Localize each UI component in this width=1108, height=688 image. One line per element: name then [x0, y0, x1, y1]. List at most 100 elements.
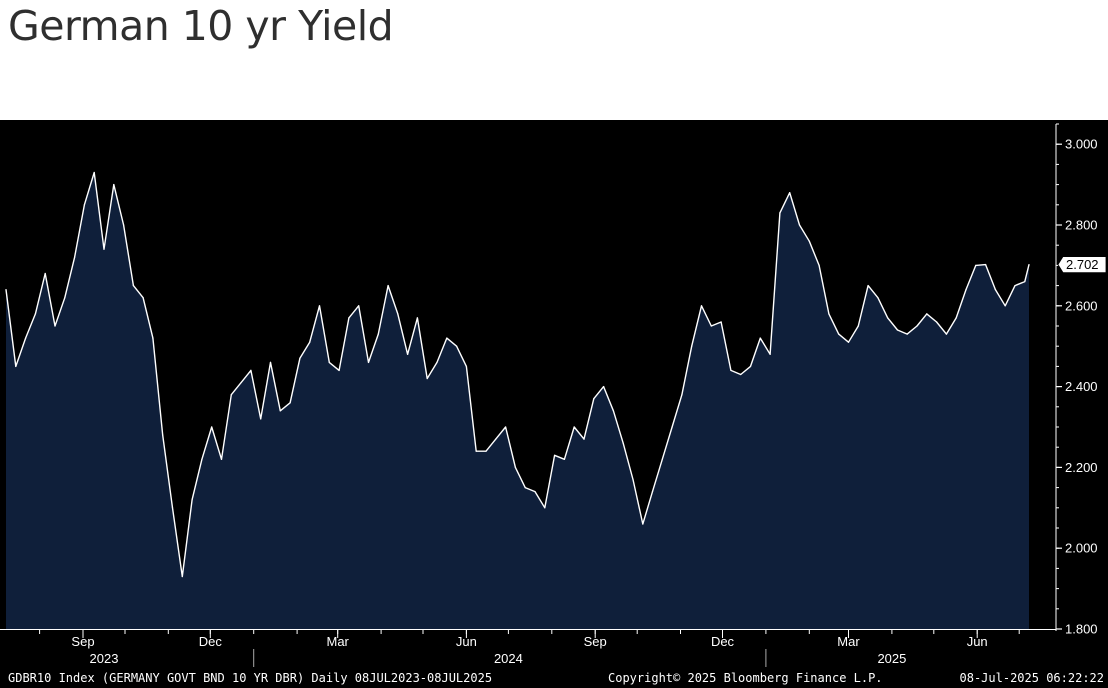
x-month-label: Jun: [967, 634, 988, 649]
data-point: [710, 325, 712, 327]
data-point: [847, 341, 850, 343]
data-point: [691, 345, 693, 347]
data-point: [348, 317, 350, 319]
data-point: [887, 317, 889, 319]
data-point: [554, 454, 556, 456]
yield-chart: 3.000 2.800 2.600 2.400 2.200 2.000 1.800 2.702…: [0, 120, 1108, 688]
data-point: [240, 382, 242, 384]
data-point: [142, 297, 144, 299]
data-point: [916, 325, 918, 327]
data-point: [965, 289, 967, 291]
data-point: [93, 171, 95, 174]
data-point: [220, 458, 223, 460]
data-point: [446, 337, 448, 339]
data-point: [808, 240, 810, 242]
data-point: [593, 398, 595, 400]
data-point: [485, 450, 487, 452]
data-point: [123, 224, 125, 226]
data-point: [975, 264, 977, 266]
data-point: [828, 313, 830, 315]
data-point: [505, 426, 507, 428]
data-point: [651, 491, 654, 493]
data-point: [230, 394, 232, 396]
data-point: [211, 426, 213, 428]
data-point: [181, 575, 183, 578]
series-area: [6, 172, 1029, 629]
data-point: [573, 426, 575, 428]
last-value-label: 2.702: [1066, 257, 1099, 272]
data-point: [34, 313, 37, 315]
y-tick-label: 2.000: [1065, 541, 1098, 556]
y-tick-label: 2.600: [1065, 298, 1098, 313]
data-point: [338, 369, 340, 371]
data-point: [465, 365, 467, 367]
data-point: [191, 499, 193, 501]
footer-index-info: GDBR10 Index (GERMANY GOVT BND 10 YR DBR…: [8, 671, 492, 685]
y-tick-label: 2.400: [1065, 379, 1098, 394]
data-point: [798, 224, 801, 226]
data-point: [544, 507, 546, 509]
y-tick-label: 1.800: [1065, 622, 1098, 637]
data-point: [358, 305, 360, 307]
data-point: [926, 313, 928, 315]
data-point: [906, 333, 908, 335]
data-point: [896, 329, 899, 331]
y-tick-label: 3.000: [1065, 137, 1098, 152]
x-month-label: Mar: [327, 634, 350, 649]
data-point: [759, 337, 761, 339]
data-point: [936, 321, 938, 323]
data-point: [818, 264, 820, 266]
data-point: [162, 434, 164, 436]
x-year-label: 2023: [90, 651, 119, 666]
data-point: [407, 353, 409, 355]
data-point: [152, 337, 154, 339]
data-point: [475, 450, 477, 452]
data-point: [740, 373, 742, 376]
data-point: [671, 426, 673, 428]
data-point: [877, 297, 879, 299]
data-point: [985, 264, 987, 266]
data-point: [661, 458, 663, 460]
data-point: [279, 410, 281, 412]
data-point: [994, 289, 997, 291]
data-point: [328, 361, 330, 363]
x-year-label: 2024: [494, 651, 523, 666]
x-month-label: Dec: [711, 634, 735, 649]
data-point: [642, 523, 644, 525]
data-point: [514, 466, 517, 468]
data-point: [1024, 281, 1026, 283]
data-point: [5, 289, 7, 291]
footer-timestamp: 08-Jul-2025 06:22:22: [960, 671, 1105, 685]
data-point: [426, 377, 428, 380]
data-point: [44, 272, 46, 275]
data-point: [103, 248, 105, 250]
data-point: [171, 507, 174, 509]
data-point: [730, 369, 732, 371]
data-point: [299, 357, 301, 359]
data-point: [250, 369, 252, 371]
data-point: [25, 337, 27, 339]
data-point: [1028, 264, 1030, 266]
data-point: [857, 325, 859, 327]
data-point: [534, 491, 536, 493]
data-point: [289, 402, 291, 404]
y-tick-label: 2.800: [1065, 218, 1098, 233]
data-point: [945, 333, 948, 335]
data-point: [749, 365, 752, 367]
data-point: [436, 361, 438, 363]
data-point: [524, 487, 526, 489]
x-year-label: 2025: [877, 651, 906, 666]
footer-copyright: Copyright© 2025 Bloomberg Finance L.P.: [608, 671, 883, 685]
data-point: [495, 438, 497, 440]
data-point: [583, 438, 585, 440]
data-point: [54, 325, 56, 327]
data-point: [779, 212, 781, 214]
y-tick-label: 2.200: [1065, 460, 1098, 475]
data-point: [416, 317, 418, 319]
data-point: [387, 285, 389, 287]
data-point: [867, 285, 869, 287]
data-point: [789, 192, 791, 194]
series-line: [5, 171, 1030, 578]
data-point: [113, 184, 115, 186]
data-point: [318, 305, 321, 307]
